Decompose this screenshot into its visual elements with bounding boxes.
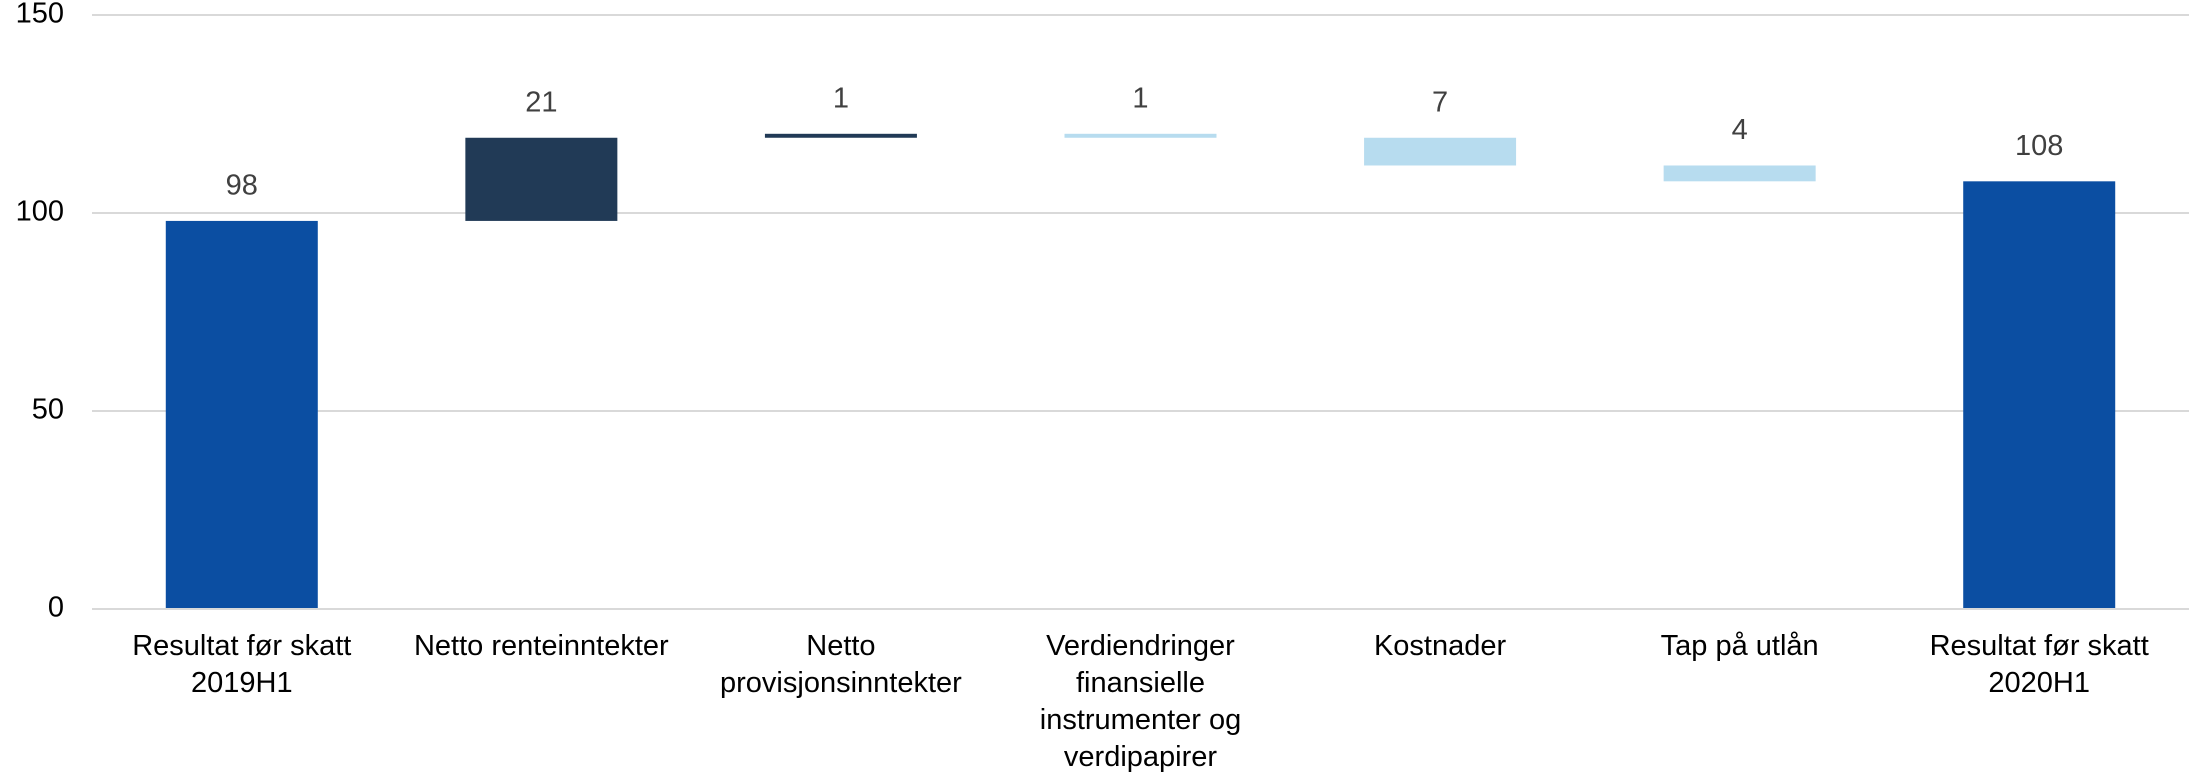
y-tick-label: 50: [32, 394, 64, 426]
bar: [465, 137, 618, 221]
data-label: 1: [833, 82, 849, 114]
x-tick-label: Tap på utlån: [1660, 630, 1819, 662]
bar: [165, 220, 318, 610]
bar: [1364, 137, 1517, 166]
x-tick-label: Resultat før skatt 2019H1: [132, 630, 352, 699]
x-tick-label: Kostnader: [1373, 630, 1507, 662]
y-tick-label: 100: [16, 196, 64, 228]
x-tick-label: Resultat før skatt 2020H1: [1929, 630, 2149, 699]
bar: [1064, 133, 1217, 138]
y-tick-label: 0: [48, 592, 64, 624]
data-label: 21: [525, 86, 557, 118]
bar: [1663, 165, 1816, 182]
x-tick-label: Netto provisjonsinntekter: [720, 630, 962, 699]
y-tick-label: 150: [16, 0, 64, 30]
data-label: 98: [226, 170, 258, 202]
data-label: 4: [1732, 114, 1748, 146]
bar: [1963, 181, 2116, 609]
data-label: 7: [1432, 86, 1448, 118]
bar: [764, 133, 917, 138]
x-tick-label: Netto renteinntekter: [413, 630, 669, 662]
x-tick-label: Verdiendringer finansielle instrumenter …: [1039, 630, 1242, 773]
data-label: 108: [2015, 130, 2063, 162]
data-label: 1: [1132, 82, 1148, 114]
